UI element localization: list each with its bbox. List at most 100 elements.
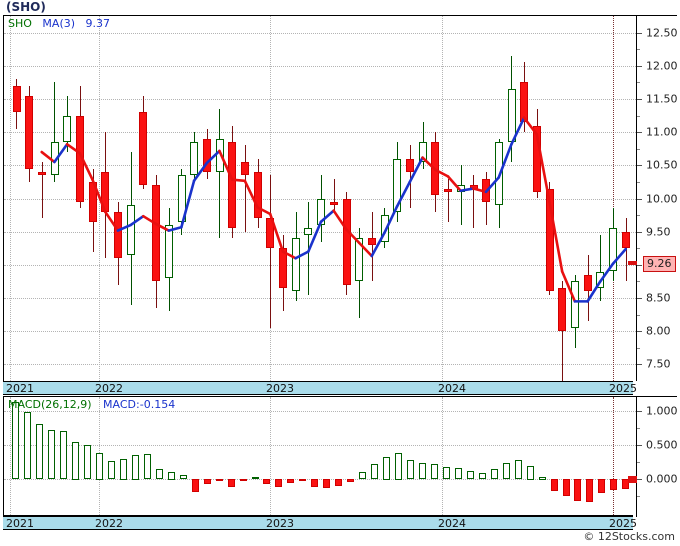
macd-bar	[275, 479, 282, 487]
candle-body	[190, 142, 198, 176]
macd-bar	[240, 479, 247, 481]
year-label: 2023	[266, 517, 294, 530]
price-legend: SHO MA(3) 9.37	[8, 17, 110, 30]
macd-bar	[419, 463, 426, 480]
macd-bar	[347, 479, 354, 482]
candle-body	[381, 215, 389, 242]
candle-body	[457, 185, 465, 192]
macd-bar	[84, 445, 91, 480]
candle-body	[520, 82, 528, 123]
year-gridline	[613, 16, 614, 381]
price-axis-minor-tick	[637, 115, 640, 117]
macd-bar	[515, 460, 522, 480]
macd-bar	[323, 479, 330, 488]
macd-bar	[491, 469, 498, 480]
macd-axis-minor-tick	[637, 427, 640, 429]
macd-bar	[455, 468, 462, 479]
macd-bar	[12, 402, 19, 480]
macd-bar	[36, 424, 43, 479]
price-axis-label: 12.00	[646, 59, 678, 73]
candle-body	[596, 271, 604, 289]
macd-axis-minor-tick	[637, 462, 640, 464]
macd-bar	[407, 460, 414, 480]
price-plot-area[interactable]	[4, 16, 636, 381]
legend-ma-label: MA(3)	[42, 17, 76, 30]
candle-body	[165, 225, 173, 279]
macd-bar	[120, 459, 127, 480]
price-axis-minor-tick	[637, 181, 640, 183]
price-axis-label: 10.50	[646, 158, 678, 172]
price-axis-minor-tick	[637, 248, 640, 250]
macd-bar	[311, 479, 318, 487]
price-axis-label: 11.50	[646, 92, 678, 106]
candle-body	[343, 198, 351, 285]
price-axis-tick	[637, 65, 642, 67]
price-axis-tick	[637, 32, 642, 34]
candle-body	[584, 274, 592, 292]
macd-legend-value: MACD:-0.154	[103, 398, 176, 411]
macd-bar	[371, 464, 378, 480]
year-label: 2024	[438, 382, 466, 395]
macd-axis-tick	[637, 479, 642, 481]
macd-bottom-rule	[3, 515, 633, 516]
macd-plot-area[interactable]	[4, 397, 636, 517]
price-gridline	[4, 331, 636, 333]
candle-body	[51, 142, 59, 176]
macd-bar	[431, 464, 438, 480]
macd-panel: MACD(26,12,9) MACD:-0.154 1.000 0.500 0.00…	[3, 396, 680, 517]
price-gridline	[4, 364, 636, 366]
price-axis-tick	[637, 298, 642, 300]
macd-bar	[24, 412, 31, 480]
price-axis-label: 11.00	[646, 125, 678, 139]
macd-zero-marker	[628, 476, 637, 484]
price-axis-label: 12.50	[646, 26, 678, 40]
candle-body	[241, 162, 249, 176]
candle-wick	[626, 218, 627, 282]
macd-bar	[60, 431, 67, 479]
candle-body	[330, 201, 338, 206]
candle-body	[114, 211, 122, 259]
macd-axis-label: 0.500	[646, 438, 678, 452]
year-gridline	[99, 16, 100, 381]
year-label: 2024	[438, 517, 466, 530]
macd-bar	[610, 479, 617, 490]
candle-wick	[372, 211, 373, 282]
macd-bar	[132, 455, 139, 480]
macd-bar	[168, 472, 175, 480]
macd-x-axis-year-band: 2021 2022 2023 2024 2025	[3, 516, 637, 530]
candle-wick	[54, 82, 55, 182]
price-axis-label: 10.00	[646, 192, 678, 205]
candle-body	[292, 238, 300, 292]
candle-wick	[219, 108, 220, 239]
candle-body	[63, 115, 71, 143]
macd-bar	[108, 461, 115, 479]
macd-bar	[144, 454, 151, 480]
candle-body	[470, 185, 478, 189]
macd-bar	[443, 467, 450, 480]
price-gridline	[4, 32, 636, 34]
macd-bar	[586, 479, 593, 503]
macd-bar	[180, 475, 187, 480]
candle-wick	[270, 175, 271, 328]
candle-body	[546, 188, 554, 292]
candle-body	[482, 178, 490, 202]
macd-bar	[574, 479, 581, 501]
price-gridline	[4, 165, 636, 167]
price-gridline	[4, 65, 636, 67]
candle-body	[216, 138, 224, 172]
candle-wick	[448, 178, 449, 222]
price-axis-minor-tick	[637, 215, 640, 217]
candle-body	[38, 171, 46, 176]
candle-body	[279, 248, 287, 289]
price-axis-tick	[637, 231, 642, 233]
candle-wick	[562, 281, 563, 381]
candle-wick	[334, 178, 335, 212]
candle-body	[25, 95, 33, 169]
candle-wick	[600, 235, 601, 302]
candle-body	[355, 238, 363, 282]
candle-body	[89, 181, 97, 222]
price-gridline	[4, 264, 636, 266]
candle-body	[228, 142, 236, 229]
year-gridline	[442, 16, 443, 381]
